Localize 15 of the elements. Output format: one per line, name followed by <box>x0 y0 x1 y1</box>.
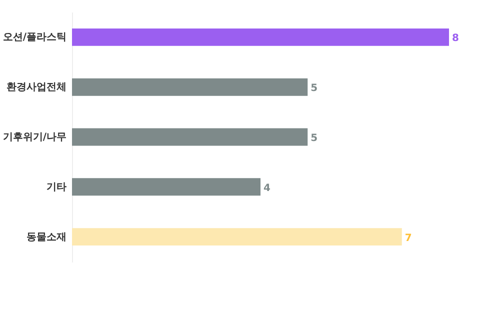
data-label: 7 <box>404 232 412 244</box>
bar <box>72 78 308 96</box>
bar <box>72 28 449 46</box>
y-tick-label: 기후위기/나무 <box>2 132 66 143</box>
bar <box>72 178 260 196</box>
y-tick-label: 동물소재 <box>26 232 66 243</box>
y-tick-label: 환경사업전체 <box>6 82 66 94</box>
y-tick-label: 오션/플라스틱 <box>2 32 66 44</box>
data-label: 4 <box>264 182 270 194</box>
y-tick-label: 기타 <box>46 182 66 193</box>
data-label: 5 <box>310 83 318 94</box>
bar <box>72 228 402 246</box>
data-label: 5 <box>310 133 318 144</box>
bar <box>72 128 308 146</box>
data-label: 8 <box>452 33 459 44</box>
